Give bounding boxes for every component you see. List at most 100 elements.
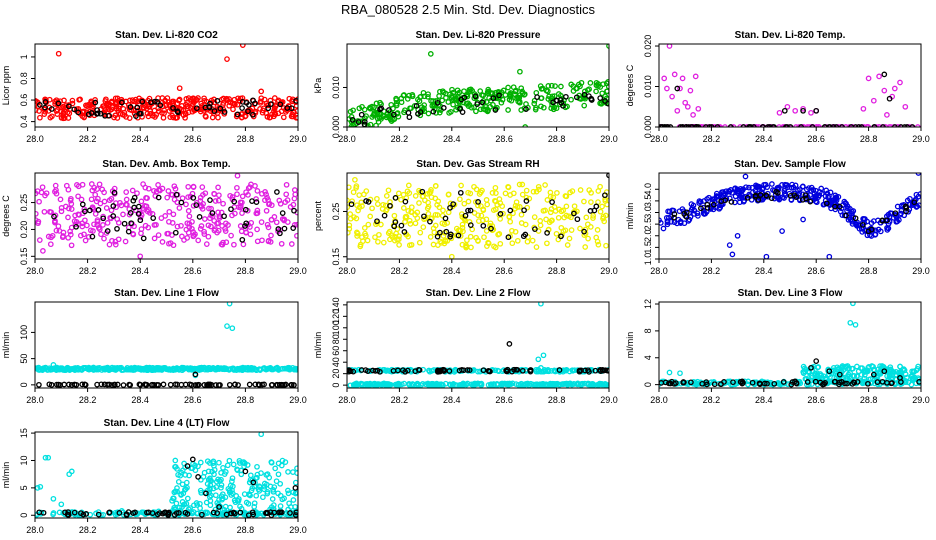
data-point (808, 364, 814, 371)
data-point (856, 225, 863, 232)
data-point (39, 184, 46, 191)
data-point (47, 241, 54, 248)
points (35, 173, 298, 259)
data-point (137, 253, 144, 259)
data-point (876, 124, 883, 127)
data-point (545, 96, 552, 102)
data-point (480, 367, 487, 374)
x-tick-label: 28.8 (237, 525, 255, 535)
data-point (290, 497, 297, 503)
data-point (211, 191, 218, 197)
data-point (69, 97, 76, 104)
data-point (246, 102, 252, 108)
data-point (604, 88, 609, 95)
data-point (224, 323, 230, 329)
data-point (234, 184, 240, 191)
data-point (835, 366, 842, 373)
data-point (588, 97, 595, 103)
data-point (414, 215, 421, 221)
data-point (71, 106, 78, 113)
data-point (602, 192, 608, 199)
data-point (187, 104, 194, 111)
data-point (893, 368, 899, 375)
data-point (75, 183, 82, 190)
data-point (845, 216, 852, 223)
y-axis-label: degrees C (625, 64, 635, 106)
data-point (465, 198, 472, 205)
data-point (380, 113, 387, 120)
data-point (267, 239, 274, 245)
data-point (261, 486, 268, 493)
data-point (793, 194, 800, 200)
data-point (291, 207, 297, 214)
data-point (207, 482, 214, 489)
data-point (903, 374, 910, 381)
y-tick-label: 2.5 (643, 218, 653, 231)
data-point (730, 379, 736, 386)
data-point (138, 212, 145, 218)
data-point (251, 365, 258, 372)
data-point (819, 381, 826, 388)
data-point (37, 483, 44, 490)
data-point (839, 212, 846, 218)
data-point (229, 325, 236, 332)
x-tick-label: 29.0 (289, 134, 307, 144)
data-point (700, 124, 707, 127)
data-point (94, 217, 101, 223)
y-tick-label: 140 (331, 297, 341, 312)
data-point (430, 108, 437, 115)
data-point (178, 199, 185, 206)
data-point (36, 381, 42, 388)
data-point (383, 368, 389, 374)
data-point (830, 124, 837, 127)
data-point (176, 510, 182, 516)
data-point (793, 124, 799, 127)
data-point (277, 503, 284, 509)
data-point (220, 100, 227, 106)
data-point (43, 190, 50, 197)
data-point (833, 124, 840, 127)
data-point (358, 367, 365, 373)
data-point (246, 381, 253, 388)
data-point (884, 373, 890, 379)
data-point (498, 99, 505, 106)
data-point (60, 367, 66, 373)
data-point (704, 205, 711, 211)
data-point (897, 375, 903, 381)
data-point (398, 99, 405, 106)
data-point (217, 105, 224, 112)
data-point (787, 192, 794, 199)
data-point (48, 382, 55, 388)
data-point (92, 211, 99, 217)
data-point (782, 181, 788, 188)
data-point (877, 363, 883, 369)
data-point (416, 200, 422, 206)
data-point (440, 105, 447, 111)
data-point (703, 379, 710, 385)
data-point (776, 124, 782, 127)
data-point (367, 213, 374, 220)
data-point (35, 512, 39, 518)
data-point (684, 103, 691, 110)
data-point (505, 84, 511, 91)
data-point (666, 44, 673, 49)
data-point (567, 189, 573, 196)
data-point (504, 366, 511, 373)
data-point (476, 191, 483, 197)
data-point (259, 381, 265, 388)
data-point (209, 210, 216, 216)
data-point (812, 198, 819, 205)
x-tick-label: 28.8 (237, 134, 255, 144)
data-point (706, 124, 713, 127)
data-point (165, 512, 172, 518)
data-point (769, 181, 775, 187)
data-point (443, 228, 450, 235)
data-point (857, 365, 864, 371)
data-point (215, 114, 221, 121)
data-point (597, 208, 604, 215)
data-point (843, 212, 849, 219)
data-point (501, 380, 508, 387)
data-point (599, 203, 605, 210)
data-point (201, 231, 208, 237)
data-point (277, 230, 283, 237)
